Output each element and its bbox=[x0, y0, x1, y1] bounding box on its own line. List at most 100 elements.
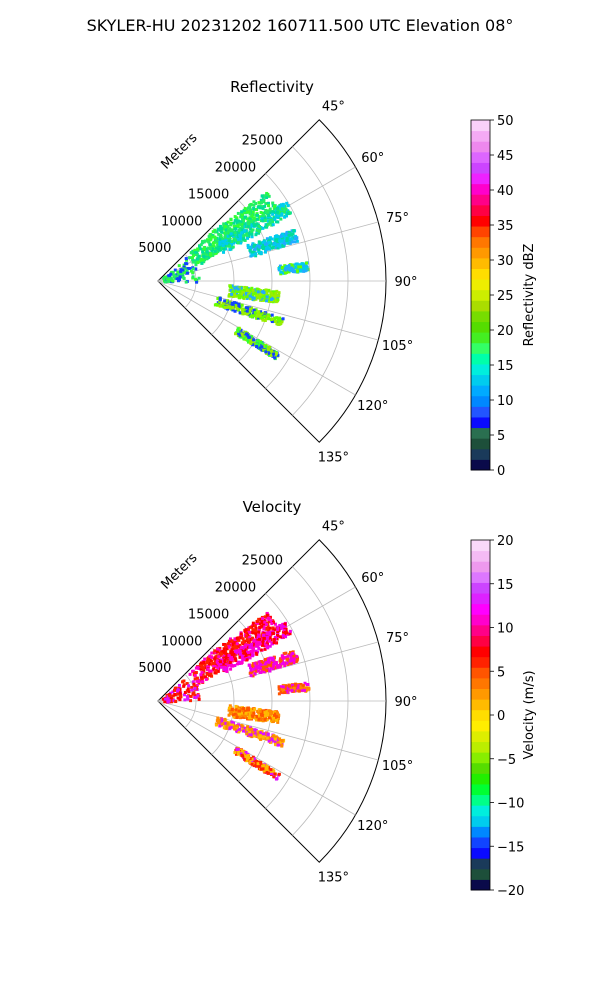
echo-pixel bbox=[263, 632, 267, 636]
colorbar-tick-label: 40 bbox=[497, 184, 514, 199]
echo-pixel bbox=[239, 241, 243, 245]
echo-pixel bbox=[236, 223, 240, 227]
echo-pixel bbox=[270, 737, 274, 741]
echo-pixel bbox=[241, 729, 245, 733]
echo-pixel bbox=[247, 716, 251, 720]
echo-pixel bbox=[265, 622, 269, 626]
echo-pixel bbox=[250, 250, 254, 254]
echo-pixel bbox=[268, 626, 272, 630]
echo-pixel bbox=[273, 635, 277, 639]
echo-pixel bbox=[176, 270, 180, 274]
echo-pixel bbox=[242, 234, 246, 238]
echo-pixel bbox=[214, 669, 218, 673]
echo-pixel bbox=[294, 265, 298, 269]
colorbar-swatch bbox=[471, 279, 490, 291]
echo-pixel bbox=[248, 730, 252, 734]
echo-pixel bbox=[269, 768, 273, 772]
echo-pixel bbox=[248, 625, 252, 629]
echo-pixel bbox=[260, 290, 264, 294]
echo-pixel bbox=[255, 208, 259, 212]
echo-pixel bbox=[267, 317, 271, 321]
echo-pixel bbox=[254, 201, 258, 205]
echo-pixel bbox=[305, 265, 309, 269]
echo-pixel bbox=[226, 242, 230, 246]
echo-pixel bbox=[262, 627, 266, 631]
echo-pixel bbox=[193, 277, 197, 281]
echo-pixel bbox=[250, 335, 254, 339]
echo-pixel bbox=[276, 713, 280, 717]
echo-pixel bbox=[175, 273, 179, 277]
echo-pixel bbox=[265, 764, 269, 768]
echo-pixel bbox=[220, 230, 224, 234]
echo-pixel bbox=[218, 224, 222, 228]
echo-pixel bbox=[280, 655, 284, 659]
echo-pixel bbox=[245, 288, 249, 292]
echo-pixel bbox=[201, 252, 205, 256]
echo-pixel bbox=[279, 635, 283, 639]
echo-pixel bbox=[229, 232, 233, 236]
echo-pixel bbox=[251, 228, 255, 232]
echo-pixel bbox=[264, 297, 268, 301]
echo-pixel bbox=[234, 226, 238, 230]
echo-pixel bbox=[250, 708, 254, 712]
echo-pixel bbox=[234, 301, 238, 305]
echo-pixel bbox=[233, 727, 237, 731]
echo-pixel bbox=[251, 731, 255, 735]
echo-pixel bbox=[225, 305, 229, 309]
echo-pixel bbox=[272, 352, 276, 356]
echo-pixel bbox=[225, 647, 229, 651]
colorbar-swatch bbox=[471, 805, 490, 817]
echo-pixel bbox=[183, 690, 187, 694]
echo-pixel bbox=[213, 664, 217, 668]
echo-pixel bbox=[238, 333, 242, 337]
echo-pixel bbox=[195, 257, 199, 261]
echo-pixel bbox=[258, 640, 262, 644]
echo-pixel bbox=[253, 707, 257, 711]
echo-pixel bbox=[265, 317, 269, 321]
echo-pixel bbox=[238, 655, 242, 659]
echo-pixel bbox=[273, 714, 277, 718]
echo-pixel bbox=[275, 641, 279, 645]
echo-pixel bbox=[251, 662, 255, 666]
echo-pixel bbox=[247, 335, 251, 339]
echo-pixel bbox=[218, 298, 222, 302]
echo-pixel bbox=[202, 254, 206, 258]
echo-pixel bbox=[214, 230, 218, 234]
echo-pixel bbox=[259, 210, 263, 214]
echo-pixel bbox=[259, 340, 263, 344]
echo-pixel bbox=[262, 667, 266, 671]
echo-pixel bbox=[231, 232, 235, 236]
echo-pixel bbox=[246, 627, 250, 631]
echo-pixel bbox=[266, 771, 270, 775]
echo-pixel bbox=[216, 716, 220, 720]
echo-pixel bbox=[287, 684, 291, 688]
echo-pixel bbox=[258, 663, 262, 667]
echo-pixel bbox=[256, 709, 260, 713]
echo-pixel bbox=[231, 652, 235, 656]
echo-pixel bbox=[259, 251, 263, 255]
echo-pixel bbox=[263, 670, 267, 674]
echo-pixel bbox=[245, 217, 249, 221]
echo-pixel bbox=[302, 264, 306, 268]
echo-pixel bbox=[226, 225, 230, 229]
echo-pixel bbox=[238, 335, 242, 339]
echo-pixel bbox=[281, 232, 285, 236]
echo-pixel bbox=[247, 656, 251, 660]
echo-pixel bbox=[266, 222, 270, 226]
echo-pixel bbox=[291, 651, 295, 655]
echo-pixel bbox=[265, 637, 269, 641]
echo-pixel bbox=[209, 247, 213, 251]
echo-pixel bbox=[265, 193, 269, 197]
echo-pixel bbox=[208, 659, 212, 663]
echo-pixel bbox=[294, 657, 298, 661]
echo-pixel bbox=[264, 208, 268, 212]
echo-pixel bbox=[293, 270, 297, 274]
echo-pixel bbox=[186, 687, 190, 691]
echo-pixel bbox=[286, 654, 290, 658]
colorbar-tick-label: 35 bbox=[497, 219, 514, 234]
echo-pixel bbox=[235, 221, 239, 225]
echo-pixel bbox=[242, 657, 246, 661]
azimuth-tick-label: 105° bbox=[382, 759, 413, 774]
colorbar-tick-label: 0 bbox=[497, 709, 505, 724]
echo-pixel bbox=[257, 760, 261, 764]
